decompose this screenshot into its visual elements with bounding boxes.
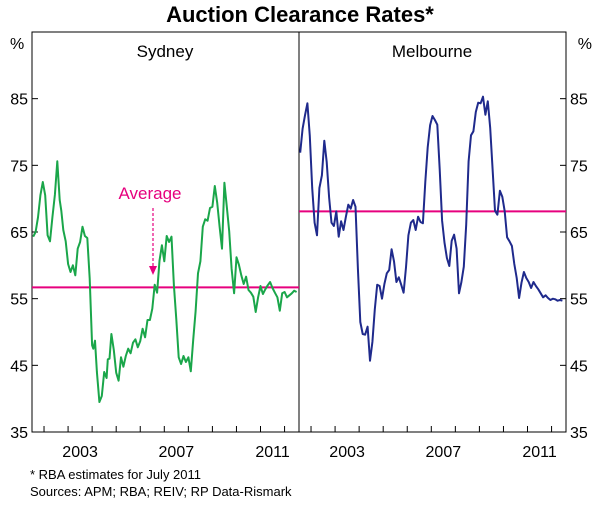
y-tick-label-left: 65 (10, 225, 28, 242)
x-tick-label: 2003 (62, 444, 98, 461)
y-tick-label-left: 35 (10, 425, 28, 442)
chart-title: Auction Clearance Rates* (166, 2, 434, 27)
y-tick-label-left: 85 (10, 92, 28, 109)
panel-title-sydney: Sydney (137, 42, 194, 61)
y-tick-label-right: 45 (570, 358, 588, 375)
average-arrow-head (149, 266, 157, 275)
y-ticks-right: 35 45 55 65 75 85 (560, 92, 588, 442)
average-lines (32, 210, 566, 289)
series-line-melbourne (299, 95, 563, 362)
y-unit-left: % (10, 36, 24, 53)
y-ticks-left: 35 45 55 65 75 85 (10, 92, 38, 442)
y-tick-label-right: 55 (570, 292, 588, 309)
average-annotation: Average (118, 184, 181, 203)
x-ticks: 2003 2007 2011 2003 2007 2011 (43, 426, 557, 461)
x-tick-label: 2011 (255, 444, 290, 461)
y-unit-right: % (578, 36, 592, 53)
y-tick-label-right: 75 (570, 158, 588, 175)
panel-title-melbourne: Melbourne (392, 42, 472, 61)
y-tick-label-right: 65 (570, 225, 588, 242)
y-tick-label-right: 85 (570, 92, 588, 109)
series-lines (32, 95, 563, 403)
panel-frame-sydney (31, 31, 300, 433)
x-tick-label: 2011 (522, 444, 557, 461)
y-tick-label-right: 35 (570, 425, 588, 442)
series-line-sydney (32, 160, 298, 403)
x-tick-label: 2003 (329, 444, 365, 461)
x-tick-label: 2007 (426, 444, 462, 461)
y-tick-label-left: 75 (10, 158, 28, 175)
footnote-sources: Sources: APM; RBA; REIV; RP Data-Rismark (30, 484, 292, 499)
footnote-estimates: * RBA estimates for July 2011 (30, 467, 201, 482)
y-tick-label-left: 55 (10, 292, 28, 309)
y-tick-label-left: 45 (10, 358, 28, 375)
x-tick-label: 2007 (159, 444, 195, 461)
